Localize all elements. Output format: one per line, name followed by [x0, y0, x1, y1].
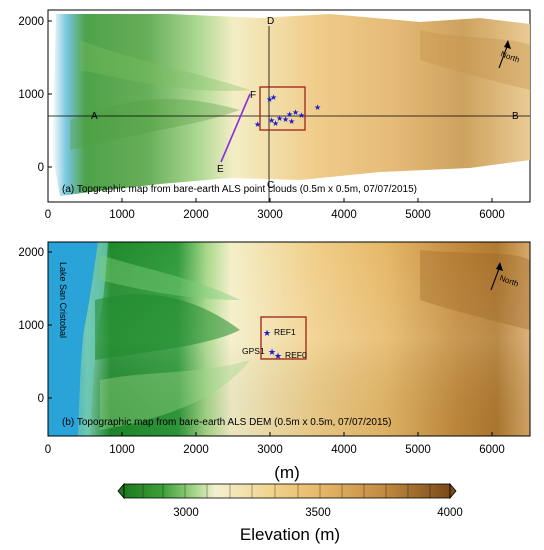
x-tick-b: 0 [45, 444, 51, 456]
x-tick-b: 1000 [109, 444, 135, 456]
y-tick-2000-b: 2000 [18, 247, 44, 259]
panel-a: A B C D E F ★ ★ ★ ★ ★ ★ ★ ★ ★ ★ ★ ★ Nort… [18, 9, 531, 221]
colorbar-bar [123, 483, 451, 499]
panel-b-frame [47, 241, 531, 437]
x-tick-b: 5000 [405, 444, 431, 456]
lake [48, 242, 98, 436]
x-tick-a: 2000 [183, 209, 209, 221]
colorbar-title: Elevation (m) [240, 525, 340, 544]
star-marker: ★ [288, 117, 295, 126]
ref1-star: ★ [263, 329, 271, 339]
label-c: C [267, 180, 274, 191]
y-tick-1000-b: 1000 [18, 320, 44, 332]
x-tick-b: 6000 [479, 444, 505, 456]
ridge-texture [420, 30, 530, 90]
colorbar-tick: 3000 [173, 507, 199, 519]
ref0-label: REF0 [285, 350, 307, 360]
label-d: D [267, 16, 274, 27]
south-slope [100, 360, 250, 430]
star-marker: ★ [272, 119, 279, 128]
colorbar-left-triangle [117, 482, 125, 500]
panel-a-x-axis: 0 1000 2000 3000 4000 5000 6000 [45, 198, 505, 221]
star-marker: ★ [268, 116, 275, 125]
alluvial-fan [95, 294, 240, 360]
lake-shore [78, 242, 108, 436]
y-tick-2000-a: 2000 [18, 16, 44, 28]
label-e: E [217, 164, 224, 175]
lake-label: Lake San Cristobal [58, 262, 68, 338]
x-tick-b: 2000 [183, 444, 209, 456]
label-f: F [250, 90, 256, 101]
x-tick-a: 4000 [331, 209, 357, 221]
valley-texture-2 [80, 40, 250, 91]
x-tick-a: 0 [45, 209, 51, 221]
x-tick-a: 3000 [257, 209, 283, 221]
y-tick-1000-a: 1000 [18, 89, 44, 101]
star-marker: ★ [282, 115, 289, 124]
gps1-label: GPS1 [242, 346, 265, 356]
star-marker: ★ [276, 114, 283, 123]
colorbar-tick: 3500 [305, 507, 331, 519]
star-marker: ★ [254, 120, 261, 129]
valley-texture [70, 99, 240, 150]
x-tick-b: 4000 [331, 444, 357, 456]
point-cloud-footprint [52, 14, 530, 196]
panel-b: Lake San Cristobal ★ REF1 ★ GPS1 ★ REF0 … [18, 241, 531, 456]
label-b: B [512, 111, 519, 122]
y-tick-0-a: 0 [38, 162, 44, 174]
star-marker: ★ [298, 111, 305, 120]
upper-valley [100, 255, 240, 300]
x-tick-a: 6000 [479, 209, 505, 221]
panel-b-x-axis: 0 1000 2000 3000 4000 5000 6000 [45, 432, 505, 456]
x-axis-unit: (m) [274, 463, 299, 482]
panel-a-terrain [52, 14, 530, 196]
panel-b-caption: (b) Topographic map from bare-earth ALS … [62, 417, 391, 428]
gnss-markers-b: ★ REF1 ★ GPS1 ★ REF0 [242, 327, 307, 362]
study-area-box-a [259, 86, 306, 131]
x-tick-a: 1000 [109, 209, 135, 221]
y-tick-0-b: 0 [38, 393, 44, 405]
ref1-label: REF1 [274, 327, 296, 337]
panel-b-y-axis: 2000 1000 0 [18, 247, 52, 405]
study-area-box-b [260, 316, 307, 360]
star-marker: ★ [286, 110, 293, 119]
star-marker: ★ [292, 108, 299, 117]
label-a: A [91, 111, 98, 122]
star-marker: ★ [314, 103, 321, 112]
star-marker: ★ [270, 93, 277, 102]
x-tick-b: 3000 [257, 444, 283, 456]
gps1-star: ★ [268, 348, 276, 358]
colorbar: 3000 3500 4000 Elevation (m) [117, 482, 463, 544]
star-marker: ★ [266, 95, 273, 104]
x-tick-a: 5000 [405, 209, 431, 221]
profile-line-ef [220, 93, 251, 163]
panel-a-y-axis: 2000 1000 0 [18, 16, 52, 174]
panel-a-caption: (a) Topgraphic map from bare-earth ALS p… [62, 184, 417, 195]
ref0-star: ★ [274, 352, 282, 362]
marker-stars-a: ★ ★ ★ ★ ★ ★ ★ ★ ★ ★ ★ ★ [254, 93, 321, 129]
colorbar-tick: 4000 [437, 507, 463, 519]
colorbar-right-triangle [449, 482, 457, 500]
panel-b-terrain [48, 242, 530, 436]
colorbar-segments [142, 484, 431, 498]
